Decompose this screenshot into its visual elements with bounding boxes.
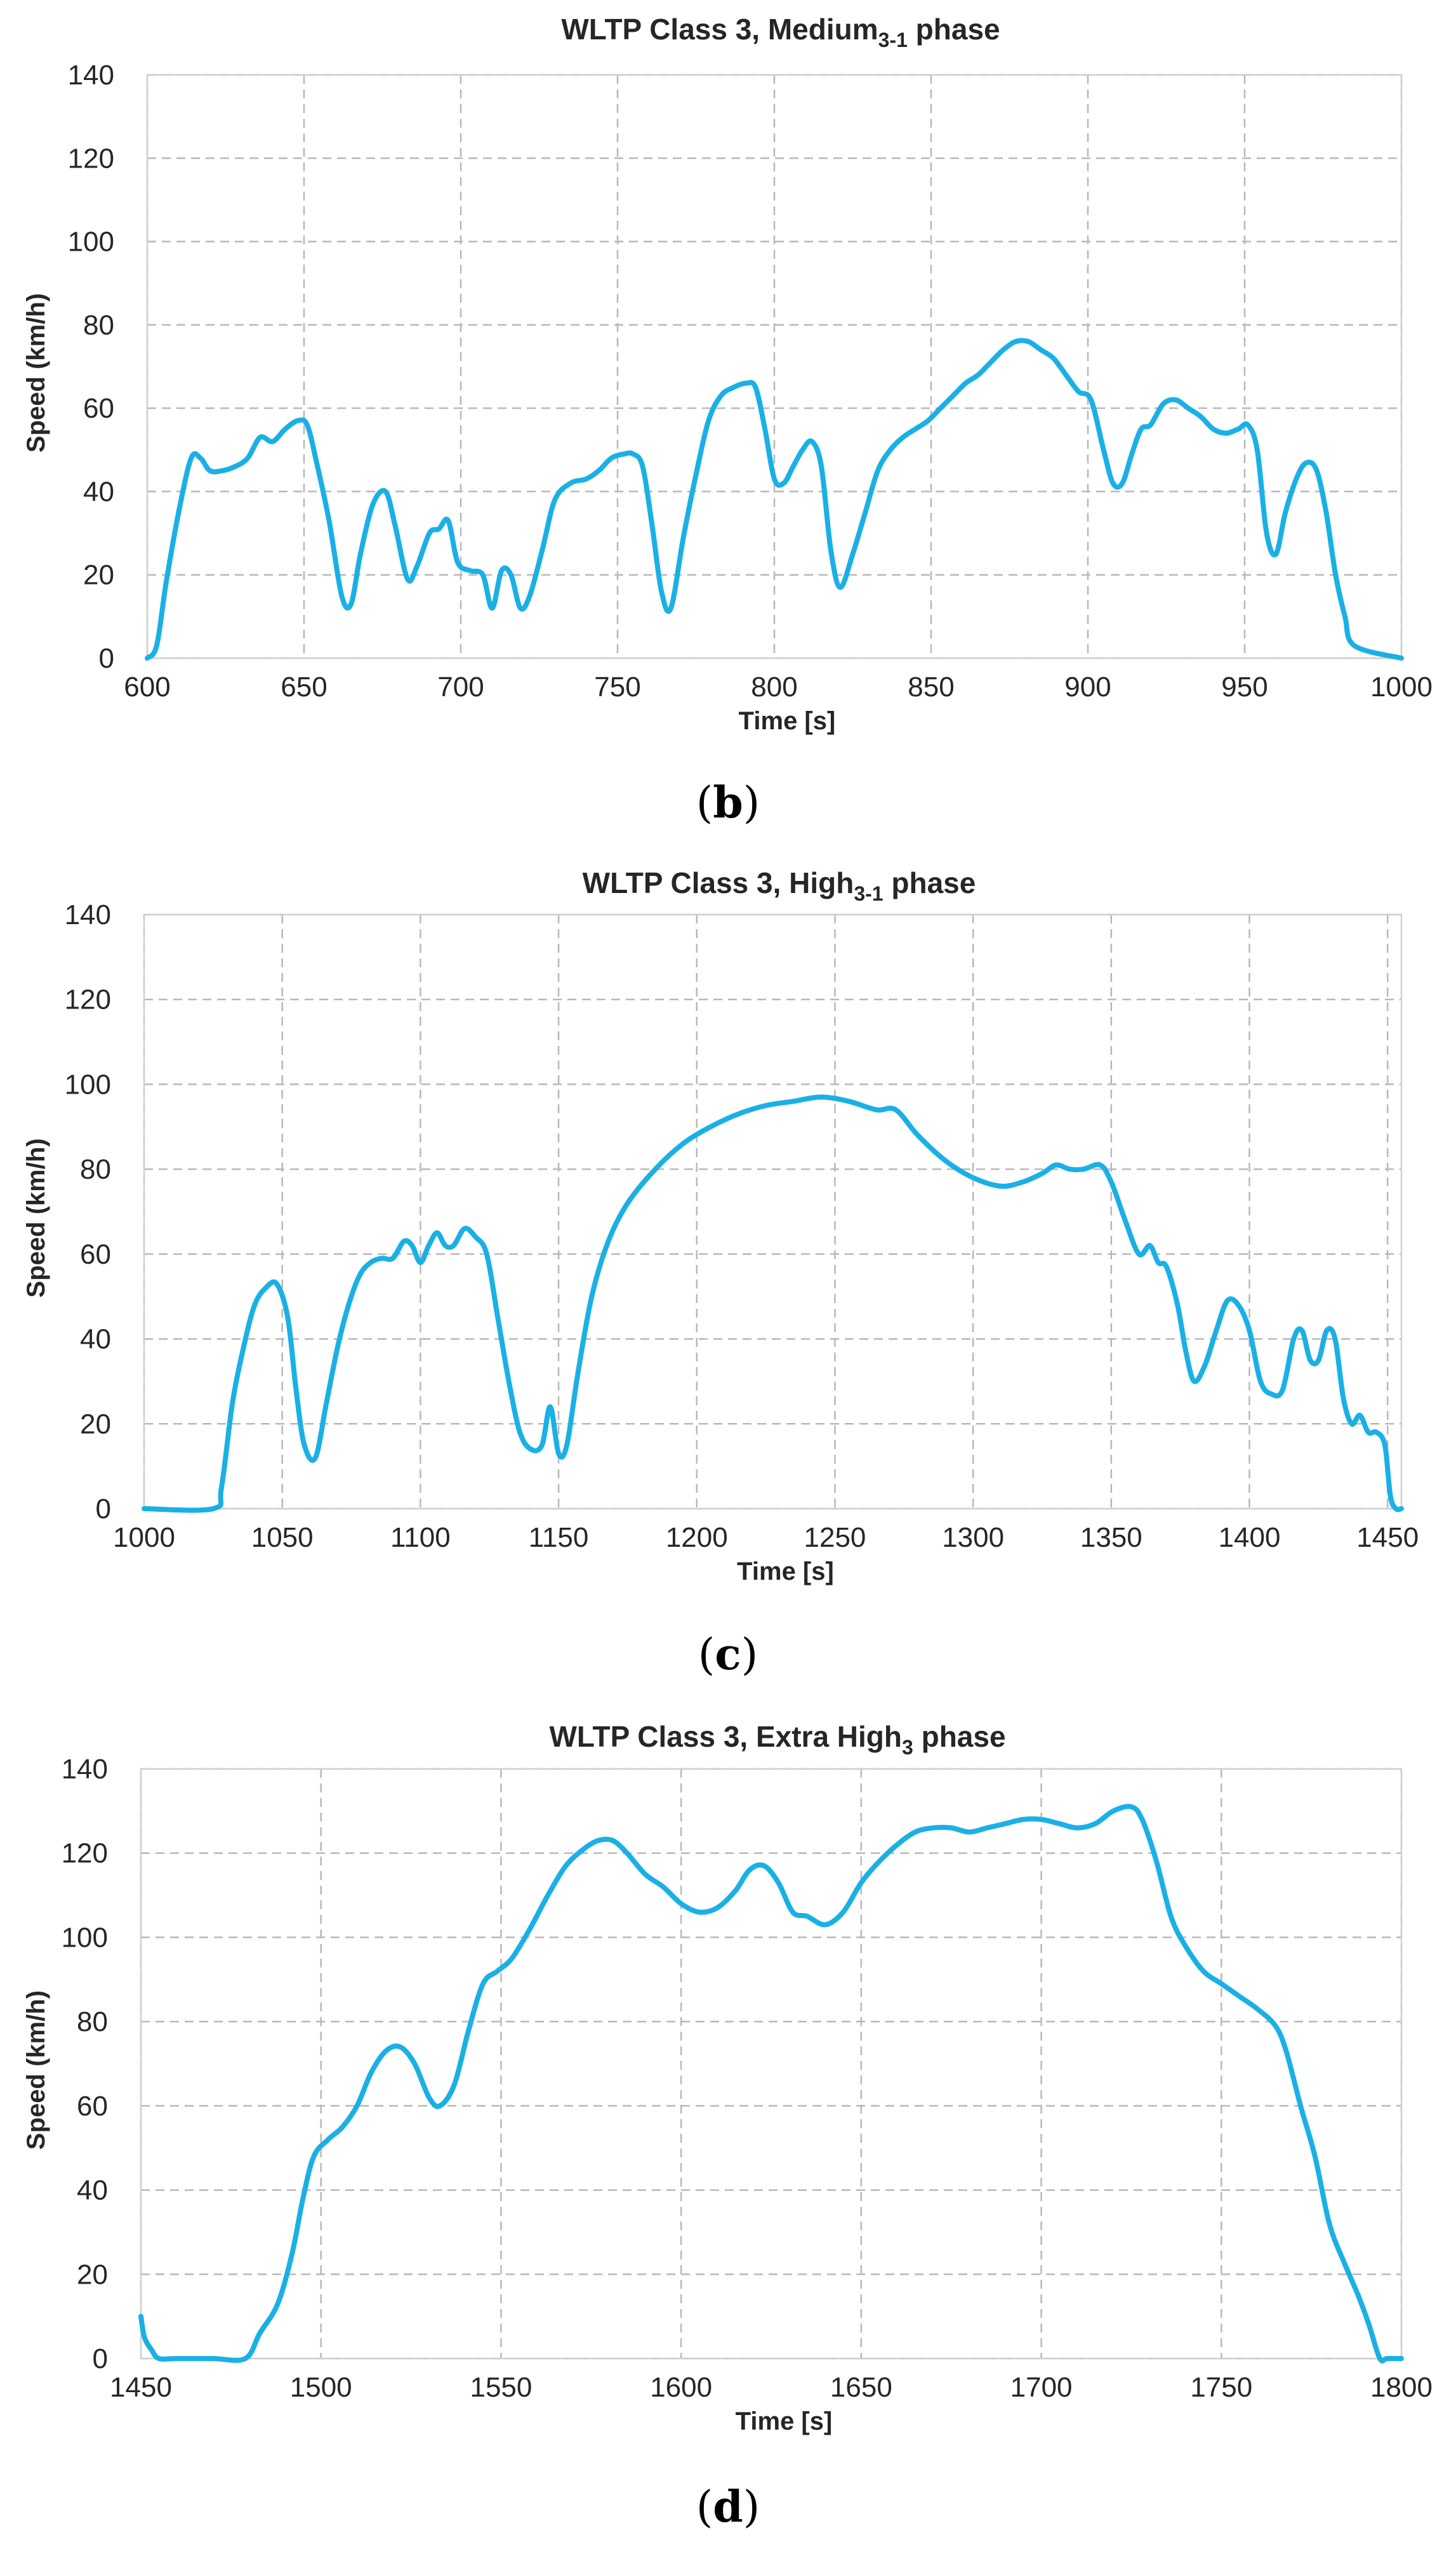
chart-high-phase: WLTP Class 3, High3-1 phase 0 20 40 60 80 100 1…: [22, 866, 1419, 1585]
y-axis-label: Speed (km/h): [22, 293, 50, 453]
y-tick-label: 100: [68, 227, 114, 258]
y-tick-label: 40: [80, 1324, 111, 1355]
chart-extra-high-phase: WLTP Class 3, Extra High3 phase 0 20 40 60 80…: [22, 1720, 1433, 2435]
x-tick-label: 1450: [110, 2372, 172, 2403]
x-axis-label: Time [s]: [739, 707, 836, 735]
x-tick-label: 700: [437, 672, 484, 703]
y-tick-label: 120: [65, 984, 111, 1016]
x-tick-label: 1350: [1080, 1522, 1142, 1553]
y-tick-label: 60: [83, 393, 114, 424]
y-tick-label: 60: [80, 1239, 111, 1270]
caption-c: (c): [698, 1629, 758, 1680]
x-tick-label: 950: [1221, 672, 1267, 703]
y-tick-label: 140: [68, 60, 114, 91]
x-tick-label: 750: [594, 672, 640, 703]
y-tick-label: 0: [99, 643, 114, 674]
x-tick-label: 1150: [529, 1522, 589, 1553]
series-line-speed: [145, 338, 1404, 661]
x-tick-label: 1600: [650, 2372, 712, 2403]
x-tick-label: 1450: [1356, 1522, 1419, 1553]
y-tick-label: 140: [65, 899, 111, 930]
chart-title: WLTP Class 3, Medium3-1 phase: [561, 13, 1000, 51]
y-tick-label: 60: [77, 2091, 108, 2122]
x-tick-label: 1050: [251, 1522, 314, 1553]
x-tick-label: 1300: [942, 1522, 1004, 1553]
x-tick-label: 1650: [830, 2372, 892, 2403]
x-tick-label: 1000: [1370, 672, 1433, 703]
plot-frame: [140, 1768, 1403, 2360]
y-tick-label: 120: [62, 1838, 108, 1869]
y-tick-label: 100: [62, 1922, 108, 1953]
y-axis-label: Speed (km/h): [22, 1990, 50, 2150]
x-tick-label: 600: [124, 672, 170, 703]
caption-b: (b): [696, 778, 760, 828]
x-tick-label: 1400: [1219, 1522, 1281, 1553]
plot-frame: [143, 913, 1403, 1510]
x-tick-label: 800: [751, 672, 797, 703]
x-tick-label: 850: [908, 672, 954, 703]
y-tick-label: 20: [83, 560, 114, 591]
x-tick-label: 1250: [804, 1522, 866, 1553]
chart-panel-b: WLTP Class 3, Medium3-1 phase 0 20 40 60 80 10…: [0, 0, 1456, 854]
y-tick-label: 140: [62, 1754, 108, 1785]
x-tick-label: 1800: [1370, 2372, 1433, 2403]
y-tick-label: 40: [83, 476, 114, 507]
x-axis-label: Time [s]: [736, 2407, 833, 2435]
series-line-speed: [138, 1804, 1404, 2364]
chart-title: WLTP Class 3, High3-1 phase: [583, 866, 976, 905]
x-tick-label: 1550: [470, 2372, 532, 2403]
x-tick-label: 1100: [390, 1522, 451, 1553]
y-tick-label: 0: [93, 2343, 108, 2374]
x-tick-label: 1750: [1190, 2372, 1252, 2403]
y-tick-label: 100: [65, 1069, 111, 1100]
x-tick-label: 1000: [113, 1522, 175, 1553]
chart-panel-c: WLTP Class 3, High3-1 phase 0 20 40 60 80 100 1…: [0, 854, 1456, 1707]
chart-title: WLTP Class 3, Extra High3 phase: [549, 1720, 1005, 1759]
y-tick-label: 80: [77, 2006, 108, 2037]
y-tick-label: 80: [80, 1154, 111, 1185]
series-line-speed: [142, 1094, 1404, 1513]
y-tick-label: 40: [77, 2175, 108, 2206]
x-axis-label: Time [s]: [737, 1558, 834, 1585]
x-tick-label: 1700: [1010, 2372, 1073, 2403]
caption-d: (d): [696, 2482, 760, 2532]
plot-frame: [146, 74, 1403, 659]
x-tick-label: 650: [281, 672, 327, 703]
chart-medium-phase: WLTP Class 3, Medium3-1 phase 0 20 40 60 80 10…: [22, 13, 1433, 735]
y-tick-label: 20: [77, 2259, 108, 2290]
y-tick-label: 0: [96, 1493, 111, 1525]
chart-panel-d: WLTP Class 3, Extra High3 phase 0 20 40 60 80…: [0, 1707, 1456, 2561]
x-tick-label: 900: [1064, 672, 1111, 703]
y-axis-label: Speed (km/h): [22, 1138, 50, 1297]
x-tick-label: 1500: [290, 2372, 352, 2403]
x-tick-label: 1200: [666, 1522, 728, 1553]
y-tick-label: 20: [80, 1408, 111, 1439]
y-tick-label: 120: [68, 143, 114, 174]
y-tick-label: 80: [83, 310, 114, 341]
